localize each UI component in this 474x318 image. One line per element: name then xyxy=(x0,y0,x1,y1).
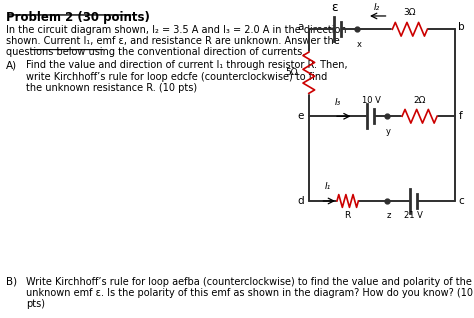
Text: c: c xyxy=(458,196,464,206)
Text: A): A) xyxy=(6,60,17,70)
Text: Problem 2 (30 points): Problem 2 (30 points) xyxy=(6,11,150,24)
Text: z: z xyxy=(386,211,391,220)
Text: questions below using the conventional direction of currents.: questions below using the conventional d… xyxy=(6,47,305,57)
Text: I₂: I₂ xyxy=(374,3,380,12)
Text: f: f xyxy=(458,111,462,121)
Text: the unknown resistance R. (10 pts): the unknown resistance R. (10 pts) xyxy=(27,83,198,93)
Text: Find the value and direction of current I₁ through resistor R. Then,: Find the value and direction of current … xyxy=(27,60,348,70)
Text: 21 V: 21 V xyxy=(404,211,423,220)
Text: R: R xyxy=(345,211,351,220)
Text: I₃: I₃ xyxy=(335,98,341,107)
Text: 5Ω: 5Ω xyxy=(286,68,298,77)
Text: unknown emf ε. Is the polarity of this emf as shown in the diagram? How do you k: unknown emf ε. Is the polarity of this e… xyxy=(27,288,474,298)
Text: shown. Current I₁, emf ε, and resistance R are unknown. Answer the: shown. Current I₁, emf ε, and resistance… xyxy=(6,36,340,46)
Text: B): B) xyxy=(6,277,17,287)
Text: In the circuit diagram shown, I₂ = 3.5 A and I₃ = 2.0 A in the direction: In the circuit diagram shown, I₂ = 3.5 A… xyxy=(6,25,346,35)
Text: pts): pts) xyxy=(27,299,46,309)
Text: y: y xyxy=(386,127,391,135)
Text: b: b xyxy=(458,22,465,32)
Text: a: a xyxy=(298,22,304,32)
Text: 2Ω: 2Ω xyxy=(413,96,426,105)
Text: d: d xyxy=(297,196,304,206)
Text: Write Kirchhoff’s rule for loop aefba (counterclockwise) to find the value and p: Write Kirchhoff’s rule for loop aefba (c… xyxy=(27,277,472,287)
Text: x: x xyxy=(357,39,362,49)
Text: 3Ω: 3Ω xyxy=(404,8,416,17)
Text: e: e xyxy=(298,111,304,121)
Text: ε: ε xyxy=(331,1,337,14)
Text: write Kirchhoff’s rule for loop edcfe (counterclockwise) to find: write Kirchhoff’s rule for loop edcfe (c… xyxy=(27,72,328,81)
Text: 10 V: 10 V xyxy=(362,96,381,105)
Text: I₁: I₁ xyxy=(325,182,331,191)
